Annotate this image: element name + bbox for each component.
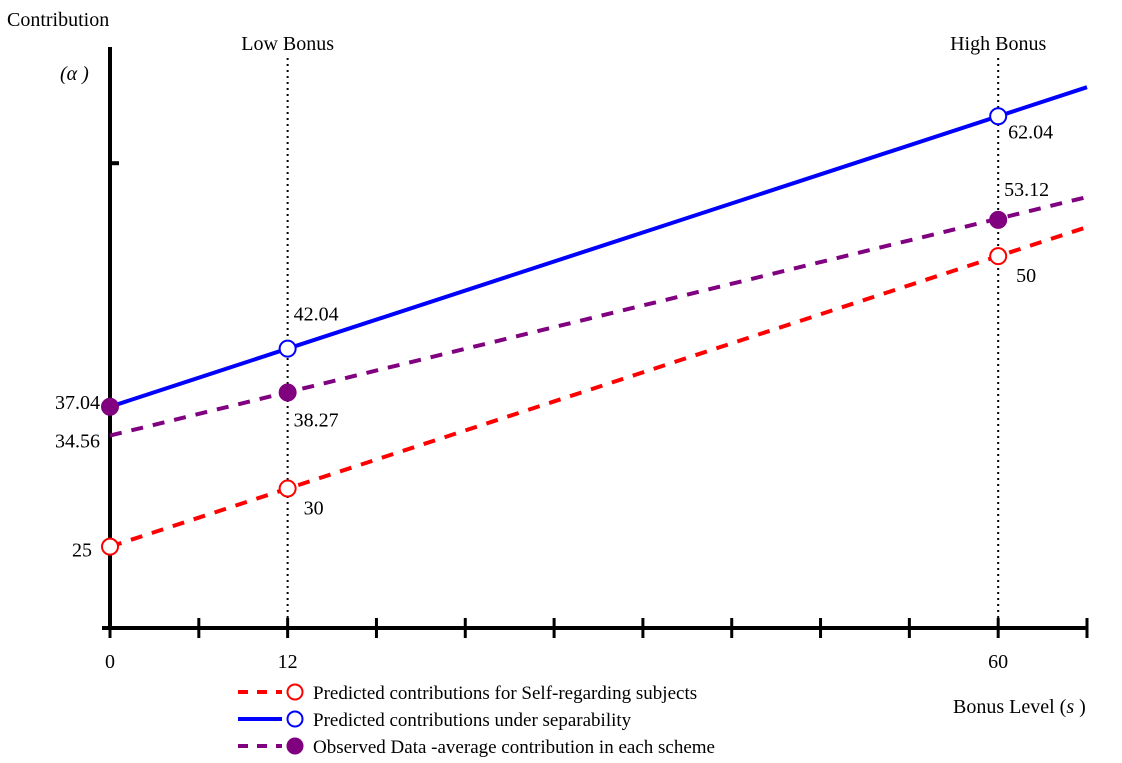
data-point: [989, 107, 1008, 126]
y-axis-symbol: (α ): [60, 63, 89, 85]
data-point: [101, 397, 119, 416]
bonus-markers: Low Bonus High Bonus: [241, 33, 1046, 628]
x-axis-title: Bonus Level (s ): [953, 696, 1086, 718]
data-label: 38.27: [294, 409, 339, 431]
data-label: 62.04: [1008, 121, 1053, 143]
series-line: [109, 225, 1088, 549]
marker-label: Low Bonus: [241, 33, 334, 55]
legend-swatch-marker: [286, 710, 304, 728]
data-label: 34.56: [55, 431, 100, 453]
data-point: [989, 247, 1008, 266]
data-label: 30: [304, 498, 324, 520]
data-label: 53.12: [1004, 179, 1049, 201]
data-point: [278, 383, 297, 402]
legend-entry: Observed Data -average contribution in e…: [313, 737, 715, 758]
legend: Predicted contributions for Self-regardi…: [238, 683, 715, 758]
data-label: 42.04: [294, 304, 339, 326]
x-tick-label: 12: [278, 651, 298, 673]
series-group: [101, 85, 1088, 556]
series-line: [109, 85, 1088, 409]
data-label: 25: [72, 540, 92, 562]
legend-swatch-marker: [286, 737, 304, 755]
data-point: [278, 339, 297, 358]
legend-swatch-marker: [286, 683, 304, 701]
data-label: 50: [1016, 265, 1036, 287]
legend-entry: Predicted contributions under separabili…: [313, 710, 632, 731]
x-tick-label: 60: [988, 651, 1008, 673]
data-point: [101, 537, 119, 556]
marker-label: High Bonus: [950, 33, 1046, 55]
data-point: [989, 210, 1008, 229]
data-labels: 25 30 50 37.04 42.04 62.04 34.56 38.27 53.12: [55, 121, 1053, 561]
data-label: 37.04: [55, 392, 100, 414]
series-line: [109, 195, 1088, 438]
legend-entry: Predicted contributions for Self-regardi…: [313, 683, 697, 704]
y-axis-title: Contribution: [7, 9, 109, 31]
x-tick-label: 0: [105, 651, 115, 673]
data-point: [278, 479, 297, 498]
axes: 0 12 60: [102, 47, 1089, 673]
